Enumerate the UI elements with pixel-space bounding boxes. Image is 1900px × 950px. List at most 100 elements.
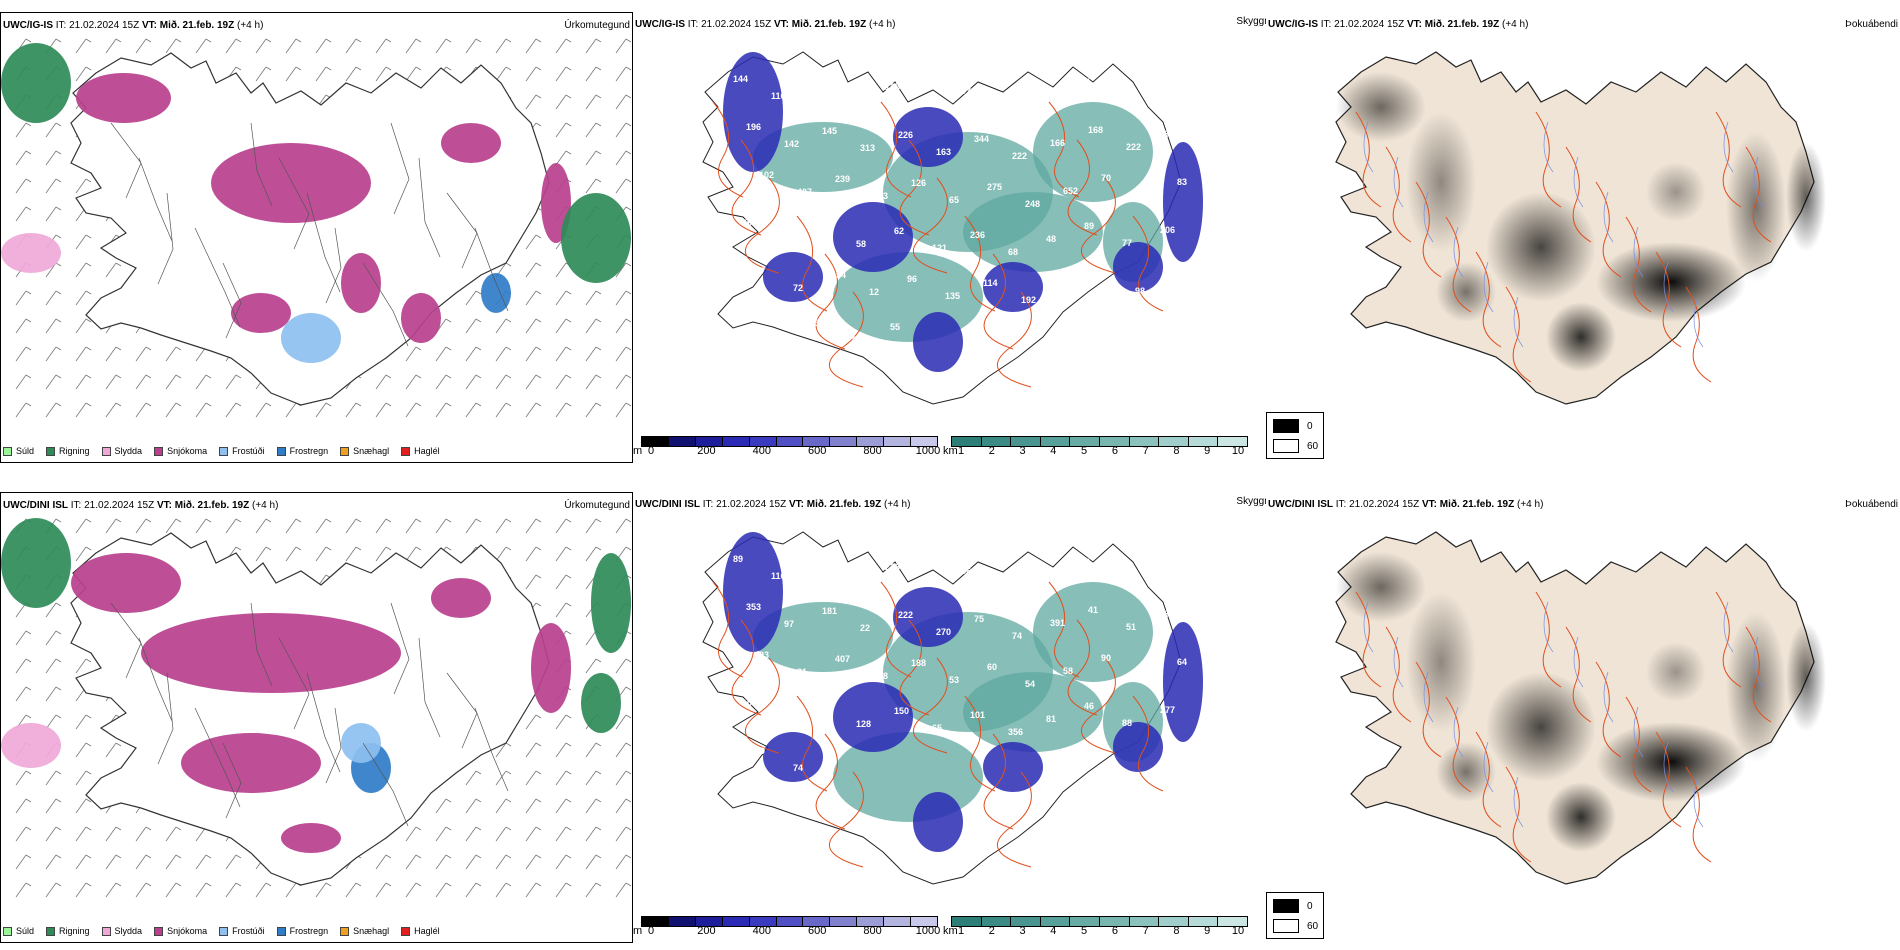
ceiling-area [913,312,963,372]
wind-barb-flag [55,346,62,351]
road [731,619,762,716]
river [1663,261,1674,313]
ceiling-vis-panel-bottom: 89 116 62 229 226 20 86 105 111 226 91 367 353 97 181 2… [633,492,1272,943]
colorbar-cell [1188,437,1219,446]
wind-barb [585,178,597,194]
ceiling-label: 55 [890,322,900,332]
ceiling-label: 15 [1113,94,1123,104]
ceiling-label: 154 [831,270,846,280]
wind-barb-flag [535,402,542,407]
wind-barb [555,574,567,590]
wind-barb-flag [145,374,152,379]
wind-barb-flag [85,346,92,351]
river [1573,156,1584,208]
road [1685,286,1712,383]
wind-barb-flag [595,770,602,775]
init-time: IT: 21.02.2024 15Z [1335,499,1420,510]
wind-barb [105,742,117,758]
ceiling-label: 89 [1084,221,1094,231]
wind-barb [525,826,537,842]
wind-barb [375,518,387,534]
wind-barb-flag [475,318,482,323]
wind-barb-flag [565,854,572,859]
wind-barb-flag [625,854,632,859]
wind-barb [15,770,27,786]
wind-barb-flag [85,318,92,323]
wind-barb [285,546,297,562]
precip-area [281,823,341,853]
fog-map-bottom [1335,531,1826,885]
road [1745,626,1772,723]
valid-label: VT: [1406,19,1422,30]
ceiling-label: 64 [1177,657,1187,667]
colorbar-cell [749,917,777,926]
wind-barb-flag [25,374,32,379]
wind-barb-flag [25,658,32,663]
wind-barb [585,798,597,814]
wind-barb-flag [385,402,392,407]
colorbar-tick: 0 [647,445,655,457]
wind-barb [525,882,537,898]
wind-barb-flag [595,826,602,831]
lead-time: (+4 h) [252,500,279,511]
precip-title: Úrkomutegund [564,500,630,511]
wind-barb [345,546,357,562]
wind-barb [555,122,567,138]
colorbar-tick: 6 [1111,925,1118,937]
colorbar-cell [803,437,831,446]
wind-barb-flag [25,346,32,351]
precip-map-bottom [1,518,632,898]
precip-layer [1,518,632,898]
wind-barb [45,122,57,138]
admin-line [194,707,241,808]
wind-barb-flag [25,826,32,831]
ceiling-label: 71 [818,222,828,232]
wind-barb-flag [235,546,242,551]
road [996,291,1032,388]
wind-barb [255,518,267,534]
wind-barb-flag [505,854,512,859]
wind-barb-flag [265,402,272,407]
wind-barb-flag [25,798,32,803]
road [731,139,762,236]
wind-barb-flag [445,546,452,551]
wind-barb-flag [115,374,122,379]
wind-barb-flag [55,178,62,183]
fog-area [1546,302,1616,372]
wind-barb [585,882,597,898]
colorbar-cell [695,917,723,926]
wind-barb-flag [595,658,602,663]
wind-barb-flag [595,94,602,99]
colorbar-cell [668,917,696,926]
wind-barb [15,882,27,898]
fog-legend-row: 0 [1273,899,1313,913]
legend-label: Rigning [59,926,90,936]
colorbar-tick: 1000 [915,925,941,937]
wind-barb-flag [25,290,32,295]
wind-barb [585,742,597,758]
wind-barb-flag [565,374,572,379]
ceiling-label: 367 [1151,561,1166,571]
wind-barb-flag [625,178,632,183]
wind-barb-flag [505,826,512,831]
road [1080,177,1116,274]
wind-barb [555,798,567,814]
ceiling-label: 188 [911,658,926,668]
ceiling-label: 204 [818,702,833,712]
wind-barb-flag [475,346,482,351]
wind-barb-flag [535,882,542,887]
ceiling-layer: 89 116 62 229 226 20 86 105 111 226 91 367 353 97 181 2… [702,531,1203,885]
river [1753,156,1764,208]
wind-barb-flag [115,854,122,859]
wind-barb-flag [55,402,62,407]
colorbar-unit: km [943,925,958,937]
wind-barb-flag [595,402,602,407]
ceiling-label: 65 [949,195,959,205]
ceiling-label: 71 [1173,273,1183,283]
ceiling-label: 41 [1088,605,1098,615]
colorbar-tick: 200 [697,925,716,937]
wind-barb-flag [505,882,512,887]
ceiling-label: 116 [771,571,786,581]
ceiling-label: 145 [822,126,837,136]
road [880,581,912,678]
